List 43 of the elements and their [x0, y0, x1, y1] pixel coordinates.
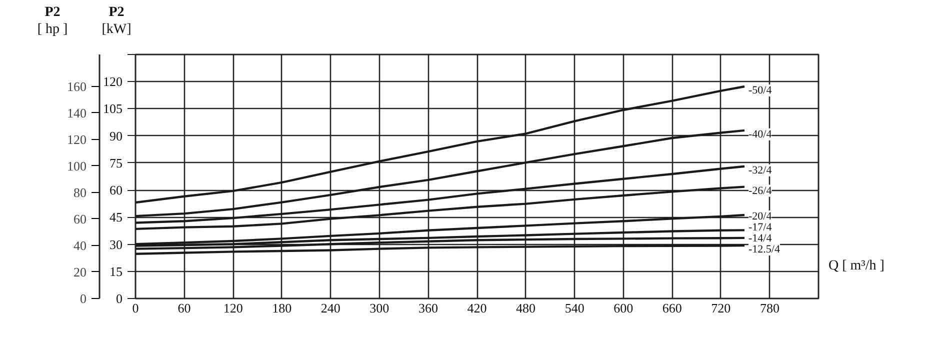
x-tick-label: 300	[370, 300, 390, 316]
y2-tick-label: 60	[74, 211, 86, 226]
x-tick-label: 540	[564, 300, 584, 316]
series-label: -17/4	[748, 222, 772, 234]
x-tick-label: 780	[760, 300, 780, 316]
y-tick-label: 15	[110, 264, 122, 279]
y2-tick-label: 80	[74, 184, 86, 200]
x-tick-label: 240	[320, 300, 340, 316]
series-label: -26/4	[748, 184, 772, 197]
x-tick-label: 0	[132, 300, 139, 316]
series-label: -14/4	[748, 232, 772, 245]
y-tick-label: 0	[116, 291, 122, 306]
x-tick-label: 420	[467, 300, 487, 316]
y2-axis-title: P2 [ hp ]	[37, 5, 68, 37]
x-tick-label: 600	[614, 300, 634, 316]
x-tick-label: 660	[662, 300, 682, 316]
y2-tick-label: 140	[67, 105, 86, 120]
x-tick-label: 180	[272, 300, 292, 316]
y2-tick-label: 20	[74, 264, 86, 280]
y-tick-label: 90	[110, 128, 122, 144]
x-tick-label: 360	[418, 300, 438, 316]
series-label: -40/4	[748, 128, 772, 140]
x-tick-label: 720	[711, 300, 731, 316]
y-tick-label: 75	[110, 155, 122, 170]
series-label: -12.5/4	[748, 244, 780, 256]
series-label: -20/4	[748, 210, 772, 223]
series-label: -32/4	[748, 164, 772, 176]
y-tick-label: 120	[103, 74, 122, 90]
y-tick-label: 30	[110, 236, 122, 252]
y-tick-label: 45	[110, 210, 122, 225]
y2-tick-label: 160	[67, 78, 86, 94]
y-tick-label: 60	[110, 182, 122, 198]
x-axis-title: Q [ m³/h ]	[828, 258, 884, 274]
y2-tick-label: 40	[74, 238, 86, 253]
series-label: -50/4	[748, 84, 772, 96]
y-tick-label: 105	[103, 101, 122, 116]
x-tick-label: 480	[516, 300, 536, 316]
y2-tick-label: 120	[67, 132, 86, 147]
x-tick-label: 120	[223, 300, 243, 316]
y2-tick-label: 100	[67, 158, 86, 174]
x-tick-label: 60	[178, 300, 191, 316]
y-axis-title: P2 [kW]	[102, 5, 132, 37]
y2-tick-label: 0	[80, 291, 86, 306]
